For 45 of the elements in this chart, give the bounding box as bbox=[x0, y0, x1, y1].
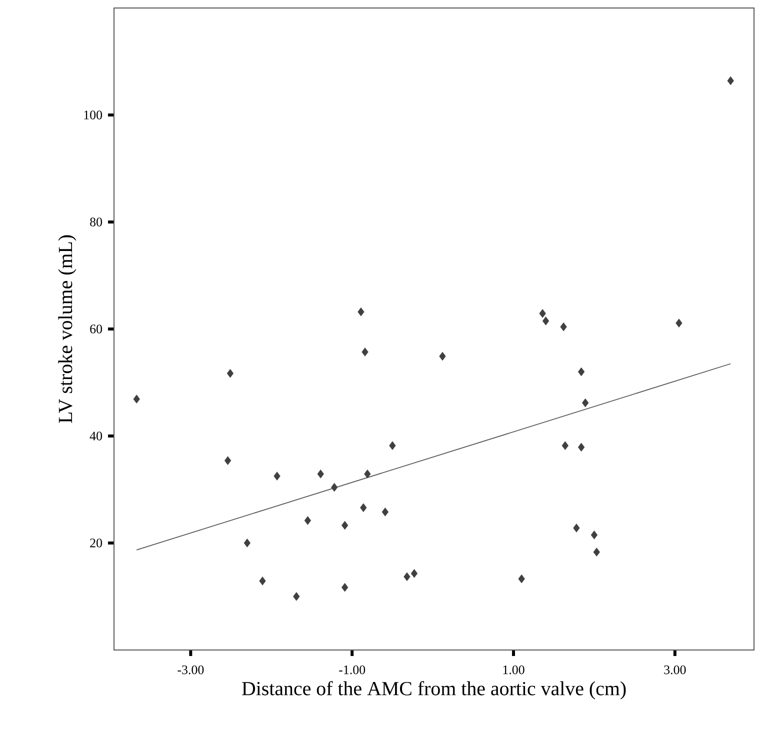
point bbox=[518, 574, 525, 584]
point bbox=[578, 367, 585, 376]
x-axis-title: Distance of the AMC from the aortic valve (cm) bbox=[242, 681, 626, 700]
y-tick-label: 40 bbox=[90, 432, 102, 440]
point bbox=[562, 441, 568, 450]
point bbox=[582, 398, 589, 408]
point bbox=[439, 352, 446, 361]
x-tick-label: -1.00 bbox=[339, 665, 366, 674]
point bbox=[341, 520, 348, 530]
point bbox=[727, 76, 734, 86]
y-tick-label: 20 bbox=[90, 538, 102, 548]
point bbox=[560, 322, 567, 332]
point bbox=[133, 394, 140, 404]
point bbox=[259, 576, 266, 586]
point bbox=[358, 307, 364, 316]
point bbox=[410, 569, 418, 578]
point bbox=[573, 524, 580, 532]
point bbox=[389, 441, 396, 450]
point bbox=[676, 318, 682, 328]
point bbox=[293, 592, 300, 601]
y-tick-label: 80 bbox=[90, 218, 102, 226]
point bbox=[331, 482, 338, 492]
point bbox=[244, 538, 251, 548]
point bbox=[364, 470, 371, 478]
point bbox=[539, 309, 546, 318]
y-tick-label: 100 bbox=[84, 110, 102, 120]
point bbox=[274, 472, 280, 480]
point bbox=[542, 316, 550, 326]
y-tick-label: 60 bbox=[90, 324, 102, 334]
point bbox=[341, 583, 348, 592]
point bbox=[317, 470, 324, 478]
point bbox=[382, 508, 389, 516]
x-tick-label: 1.00 bbox=[503, 665, 524, 674]
x-tick-label: 3.00 bbox=[664, 665, 686, 674]
point bbox=[304, 516, 312, 525]
point bbox=[590, 530, 598, 540]
point bbox=[226, 369, 234, 378]
point bbox=[593, 548, 600, 556]
point bbox=[578, 442, 585, 452]
point bbox=[360, 503, 367, 512]
y-axis-title: LV stroke volume (mL) bbox=[58, 235, 76, 423]
point bbox=[404, 572, 410, 582]
point bbox=[224, 456, 232, 465]
point bbox=[362, 348, 368, 356]
x-tick-label: -3.00 bbox=[178, 665, 204, 674]
